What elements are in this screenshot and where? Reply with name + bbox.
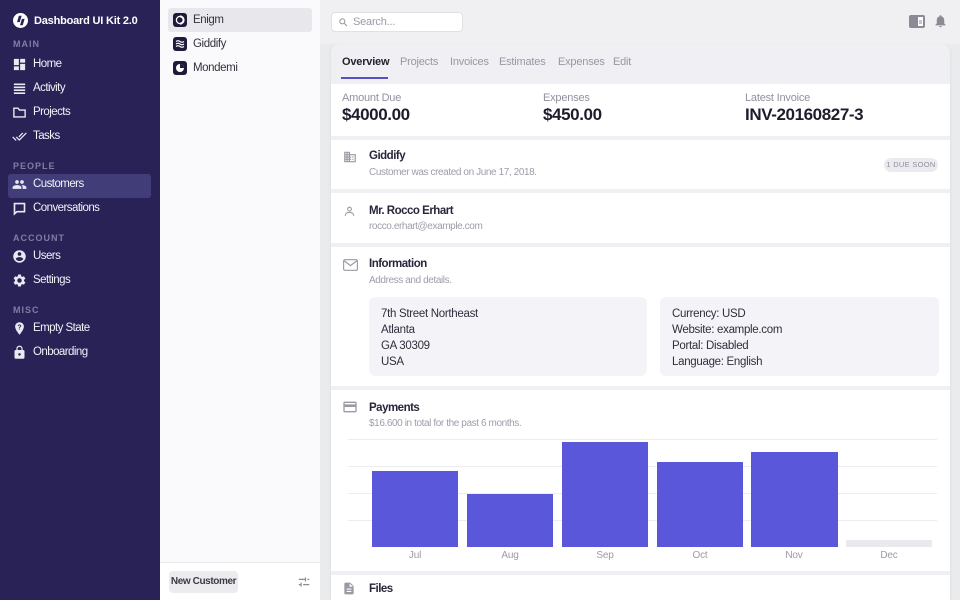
svg-text:?: ?	[17, 324, 21, 331]
